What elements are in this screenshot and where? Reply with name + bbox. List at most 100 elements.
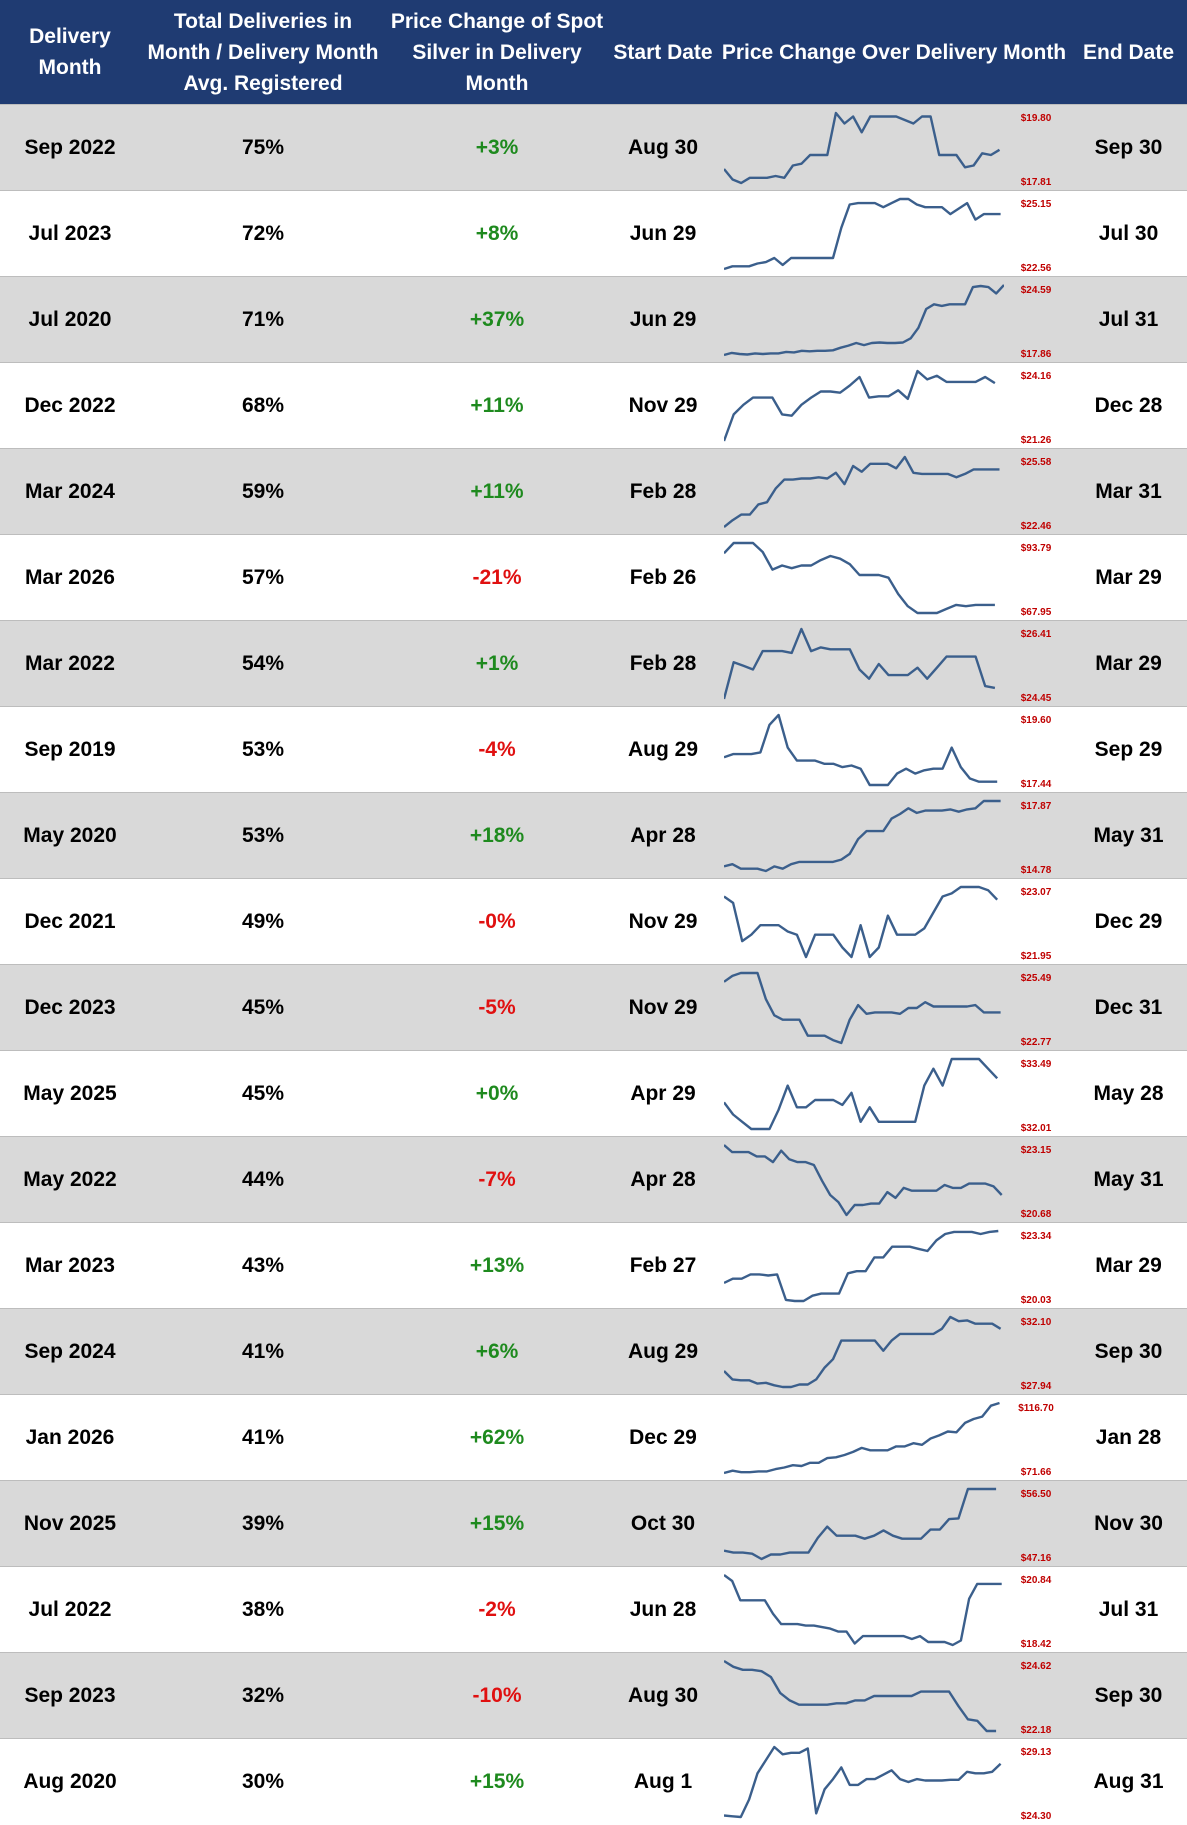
max-price-label: $29.13 <box>1020 1747 1052 1758</box>
total-deliveries-cell: 41% <box>241 1426 285 1449</box>
header-price-chart: Price Change Over Delivery Month <box>721 40 1067 64</box>
end-date-cell: Jul 31 <box>1098 1598 1159 1621</box>
end-date-cell: Mar 31 <box>1095 480 1162 503</box>
price-change-cell: -5% <box>478 996 516 1019</box>
price-sparkline <box>724 197 1001 271</box>
max-price-label: $25.58 <box>1020 457 1052 468</box>
max-price-label: $26.41 <box>1020 629 1052 640</box>
sparkline-series <box>724 1401 1000 1475</box>
start-date-cell: Apr 29 <box>630 1082 696 1105</box>
end-date-cell: Nov 30 <box>1094 1512 1163 1535</box>
max-price-label: $20.84 <box>1020 1575 1052 1586</box>
start-date-cell: Jun 28 <box>629 1598 697 1621</box>
price-sparkline <box>724 111 1001 185</box>
max-price-label: $17.87 <box>1020 801 1052 812</box>
table-row: Dec 2023 45% -5% Nov 29 Dec 31 $25.49 $22.77 <box>0 964 1187 1051</box>
max-price-label: $56.50 <box>1020 1489 1052 1500</box>
sparkline-series <box>724 541 995 615</box>
max-price-label: $19.60 <box>1020 715 1052 726</box>
sparkline-series <box>724 1487 997 1561</box>
max-price-label: $25.15 <box>1020 199 1052 210</box>
start-date-cell: Feb 28 <box>629 652 697 675</box>
price-change-cell: +3% <box>475 136 519 159</box>
table-row: Mar 2024 59% +11% Feb 28 Mar 31 $25.58 $22.46 <box>0 448 1187 535</box>
price-sparkline <box>724 1487 997 1561</box>
min-price-label: $22.46 <box>1020 521 1052 532</box>
min-price-label: $20.03 <box>1020 1295 1052 1306</box>
price-change-cell: +18% <box>469 824 525 847</box>
delivery-month-cell: Sep 2023 <box>24 1684 116 1707</box>
price-change-cell: +15% <box>469 1770 525 1793</box>
table-row: Sep 2019 53% -4% Aug 29 Sep 29 $19.60 $17.44 <box>0 706 1187 793</box>
max-price-label: $24.16 <box>1020 371 1052 382</box>
price-sparkline <box>724 1144 1003 1217</box>
price-sparkline <box>724 369 996 442</box>
table-row: May 2025 45% +0% Apr 29 May 28 $33.49 $32.01 <box>0 1050 1187 1137</box>
price-sparkline <box>724 455 1000 528</box>
header-delivery-month: Delivery Month <box>29 25 111 79</box>
delivery-month-cell: Mar 2023 <box>25 1254 115 1277</box>
delivery-month-cell: May 2025 <box>23 1082 117 1105</box>
price-change-cell: -10% <box>472 1684 522 1707</box>
sparkline-series <box>724 284 1004 357</box>
total-deliveries-cell: 68% <box>241 394 285 417</box>
max-price-label: $24.59 <box>1020 285 1052 296</box>
price-sparkline <box>724 284 1004 357</box>
price-change-cell: +13% <box>469 1254 525 1277</box>
end-date-cell: May 31 <box>1093 1168 1164 1191</box>
min-price-label: $22.77 <box>1020 1037 1052 1048</box>
price-sparkline <box>724 885 999 959</box>
total-deliveries-cell: 45% <box>241 1082 285 1105</box>
sparkline-series <box>724 627 996 700</box>
end-date-cell: Dec 31 <box>1094 996 1163 1019</box>
delivery-month-cell: Jul 2022 <box>28 1598 112 1621</box>
header-end-date: End Date <box>1082 40 1174 64</box>
max-price-label: $116.70 <box>1018 1403 1054 1414</box>
delivery-month-cell: Mar 2026 <box>25 566 115 589</box>
sparkline-series <box>724 1659 997 1733</box>
end-date-cell: Mar 29 <box>1095 566 1162 589</box>
total-deliveries-cell: 54% <box>241 652 285 675</box>
min-price-label: $20.68 <box>1020 1209 1052 1220</box>
table-row: Mar 2026 57% -21% Feb 26 Mar 29 $93.79 $67.95 <box>0 534 1187 621</box>
price-sparkline <box>724 1229 999 1303</box>
price-change-cell: -21% <box>472 566 522 589</box>
price-sparkline <box>724 799 1001 873</box>
table-row: Sep 2022 75% +3% Aug 30 Sep 30 $19.80 $17.81 <box>0 104 1187 191</box>
start-date-cell: Aug 30 <box>627 136 698 159</box>
sparkline-series <box>724 1229 999 1303</box>
price-sparkline <box>724 541 995 615</box>
min-price-label: $71.66 <box>1020 1467 1052 1478</box>
delivery-month-cell: May 2022 <box>23 1168 117 1191</box>
max-price-label: $23.07 <box>1020 887 1052 898</box>
table-row: May 2022 44% -7% Apr 28 May 31 $23.15 $20.68 <box>0 1136 1187 1223</box>
total-deliveries-cell: 44% <box>241 1168 285 1191</box>
delivery-month-cell: Jul 2020 <box>28 308 112 331</box>
header-price-change: Price Change of Spot Silver in Delivery … <box>390 9 604 95</box>
start-date-cell: Apr 28 <box>630 1168 696 1191</box>
table-row: May 2020 53% +18% Apr 28 May 31 $17.87 $14.78 <box>0 792 1187 879</box>
total-deliveries-cell: 38% <box>241 1598 285 1621</box>
delivery-month-cell: Dec 2022 <box>24 394 116 417</box>
sparkline-series <box>724 1144 1003 1217</box>
min-price-label: $14.78 <box>1020 865 1052 876</box>
delivery-month-cell: Jul 2023 <box>28 222 112 245</box>
total-deliveries-cell: 71% <box>241 308 285 331</box>
start-date-cell: Jun 29 <box>629 308 697 331</box>
max-price-label: $19.80 <box>1020 113 1052 124</box>
price-sparkline <box>724 1574 1002 1647</box>
sparkline-series <box>724 369 996 442</box>
table-row: Nov 2025 39% +15% Oct 30 Nov 30 $56.50 $47.16 <box>0 1480 1187 1567</box>
start-date-cell: Nov 29 <box>628 394 698 417</box>
sparkline-series <box>724 799 1001 873</box>
total-deliveries-cell: 45% <box>241 996 285 1019</box>
max-price-label: $23.15 <box>1020 1145 1052 1156</box>
sparkline-series <box>724 455 1000 528</box>
min-price-label: $22.18 <box>1020 1725 1052 1736</box>
price-sparkline <box>724 1401 1000 1475</box>
min-price-label: $21.26 <box>1020 435 1052 446</box>
end-date-cell: Mar 29 <box>1095 1254 1162 1277</box>
sparkline-series <box>724 111 1001 185</box>
end-date-cell: May 28 <box>1093 1082 1164 1105</box>
